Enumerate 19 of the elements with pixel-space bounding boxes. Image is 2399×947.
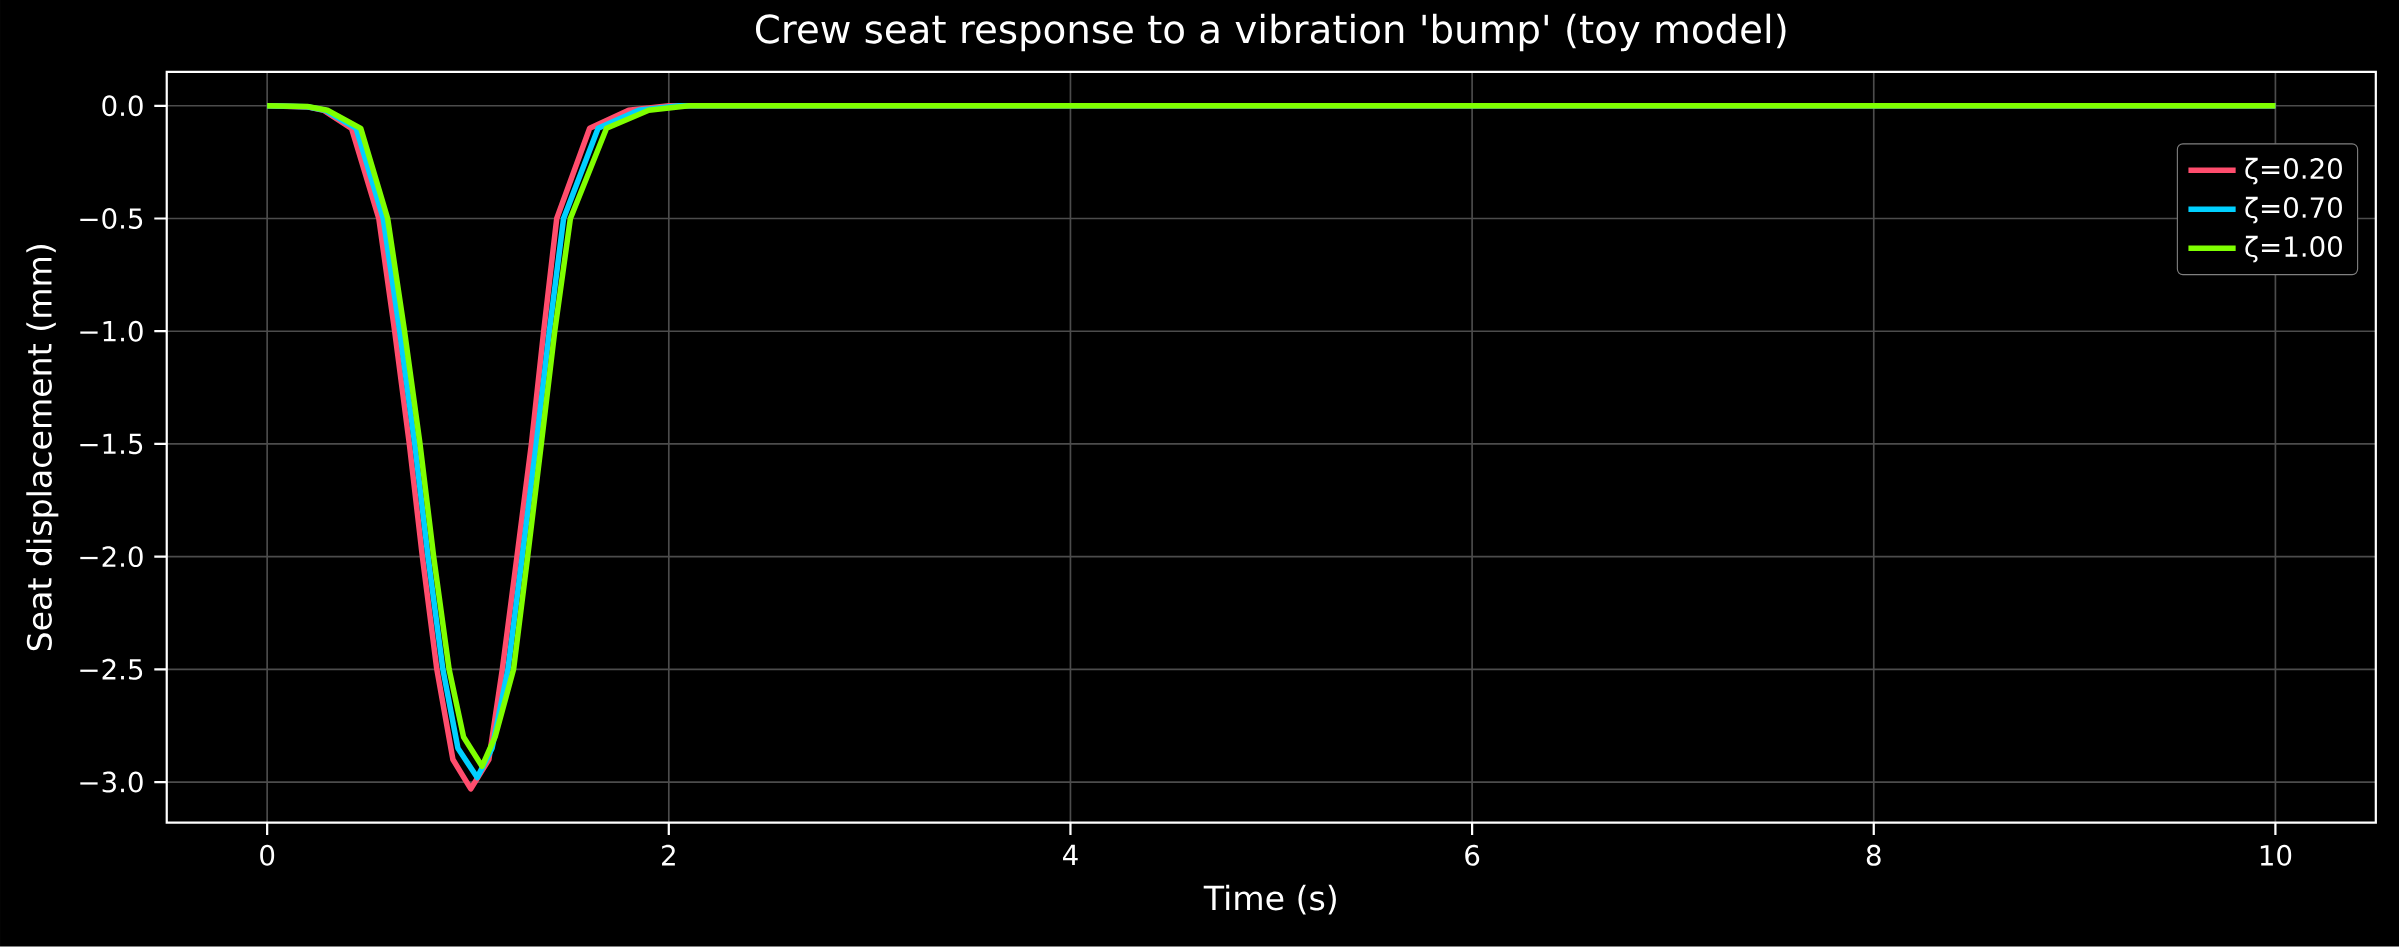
y-tick-label: −1.0 [80, 320, 143, 342]
chart-title: Crew seat response to a vibration 'bump' (toy model) [755, 13, 1786, 52]
x-tick-label: 0 [260, 845, 275, 866]
y-tick-label: −3.0 [80, 771, 143, 793]
y-tick-label: −0.5 [80, 208, 143, 230]
y-tick-label: −2.5 [80, 659, 143, 681]
x-tick-label: 4 [1063, 845, 1078, 866]
legend-label: ζ=0.70 [2245, 196, 2342, 224]
x-tick-label: 2 [662, 845, 675, 866]
y-tick-label: 0.0 [102, 95, 143, 117]
y-axis-title: Seat displacement (mm) [26, 245, 59, 651]
x-tick-label: 10 [2260, 845, 2292, 866]
legend-label: ζ=0.20 [2245, 157, 2342, 185]
legend-label: ζ=1.00 [2245, 235, 2342, 263]
y-tick-label: −2.0 [80, 546, 143, 568]
x-tick-label: 8 [1866, 845, 1881, 866]
x-tick-label: 6 [1465, 845, 1480, 866]
y-tick-label: −1.5 [80, 433, 143, 455]
x-axis-title: Time (s) [1203, 885, 1336, 915]
